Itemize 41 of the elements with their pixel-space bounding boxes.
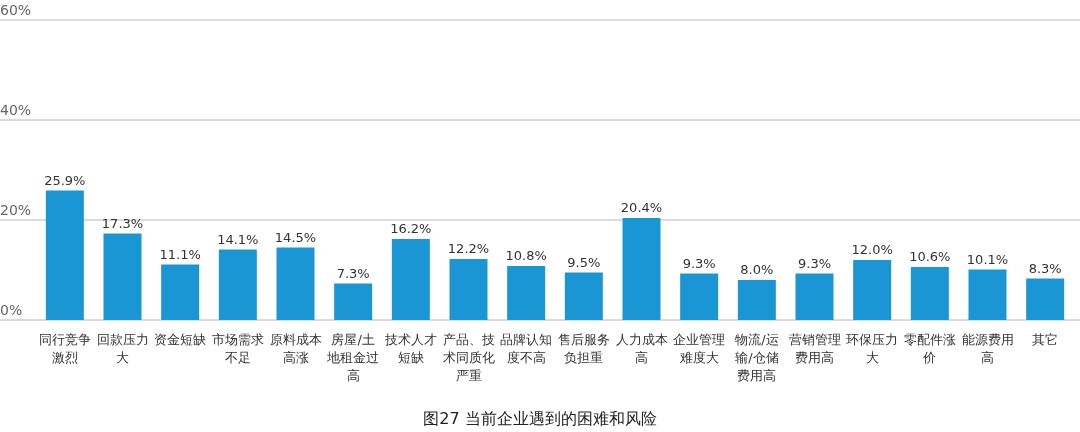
data-label: 9.5%: [567, 254, 601, 270]
x-tick-label: 原料成本高涨: [269, 332, 322, 365]
data-label: 20.4%: [620, 200, 663, 215]
data-label: 10.6%: [909, 249, 951, 264]
text: 图27 当前企业遇到的困难和风险: [423, 409, 657, 428]
x-tick-label: 其它: [1032, 332, 1059, 347]
x-tick-label: 物流/运输/仓储费用高: [735, 332, 779, 383]
data-label: 16.2%: [390, 221, 432, 236]
x-tick-label: 回款压力大: [96, 332, 149, 365]
x-tick-label: 资金短缺: [154, 332, 207, 347]
y-tick-label: 20%: [0, 202, 32, 218]
x-tick-label: 企业管理难度大: [673, 332, 726, 365]
data-label: 9.3%: [682, 255, 716, 271]
data-label: 14.1%: [217, 231, 259, 247]
y-tick-label: 40%: [0, 102, 32, 118]
y-tick-label: 0%: [0, 302, 23, 318]
data-label: 9.3%: [797, 255, 832, 271]
x-tick-label: 售后服务负担重: [557, 332, 610, 365]
data-label: 8.3%: [1028, 260, 1062, 276]
y-tick-label: 60%: [0, 2, 32, 18]
data-label: 12.0%: [851, 242, 893, 257]
data-label: 17.3%: [101, 215, 144, 231]
x-tick-label: 技术人才短缺: [383, 332, 437, 365]
x-tick-label: 零配件涨价: [903, 332, 956, 365]
x-tick-label: 品牌认知度不高: [500, 332, 553, 365]
x-tick-label: 环保压力大: [846, 332, 899, 365]
data-label: 11.1%: [159, 246, 201, 262]
data-label: 12.2%: [447, 241, 490, 256]
x-tick-label: 同行竞争激烈: [38, 332, 91, 365]
x-tick-label: 能源费用高: [961, 332, 1014, 365]
x-tick-label: 产品、技术同质化严重: [442, 332, 495, 383]
data-label: 25.9%: [44, 172, 86, 188]
x-tick-label: 营销管理费用高: [788, 332, 841, 365]
x-tick-label: 房屋/土地租金过高: [326, 332, 380, 383]
x-tick-label: 人力成本高: [615, 332, 668, 365]
x-tick-label: 市场需求不足: [211, 332, 264, 365]
data-label: 10.8%: [505, 248, 547, 263]
data-label: 10.1%: [966, 251, 1009, 267]
data-label: 14.5%: [274, 229, 317, 245]
data-label: 8.0%: [740, 262, 774, 277]
data-label: 7.3%: [336, 265, 370, 281]
